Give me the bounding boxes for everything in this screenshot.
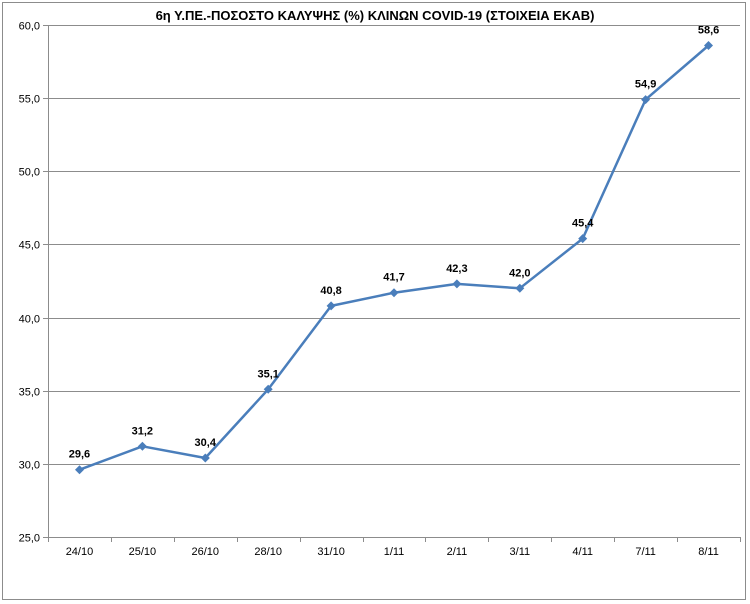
data-label: 54,9 xyxy=(635,79,656,91)
x-tick-label: 2/11 xyxy=(447,546,468,558)
data-label: 41,7 xyxy=(383,272,404,284)
data-point-marker xyxy=(578,234,588,244)
y-tick-label: 45,0 xyxy=(19,240,40,252)
data-markers xyxy=(75,41,713,475)
y-tick-labels: 25,0 30,0 35,0 40,0 45,0 50,0 55,0 60,0 xyxy=(19,21,40,545)
series-line xyxy=(79,44,710,471)
y-tick-label: 30,0 xyxy=(19,460,40,472)
data-label: 40,8 xyxy=(320,285,341,297)
data-label: 45,4 xyxy=(572,218,594,230)
data-labels: 29,6 31,2 30,4 35,1 40,8 41,7 42,3 42,0 45,4 54,9… xyxy=(69,24,720,460)
data-label: 29,6 xyxy=(69,449,90,461)
data-point-marker xyxy=(200,453,210,463)
y-tick-label: 55,0 xyxy=(19,94,40,106)
data-point-marker xyxy=(452,279,462,289)
y-tick-label: 35,0 xyxy=(19,387,40,399)
data-label: 30,4 xyxy=(195,437,217,449)
x-tick-label: 24/10 xyxy=(66,546,94,558)
x-tick-label: 3/11 xyxy=(510,546,531,558)
y-tick-label: 50,0 xyxy=(19,167,40,179)
data-point-marker xyxy=(263,384,273,394)
data-label: 42,0 xyxy=(509,267,530,279)
data-label: 58,6 xyxy=(698,24,719,36)
data-point-marker xyxy=(641,95,651,105)
data-label: 42,3 xyxy=(446,263,467,275)
chart-title: 6η Υ.ΠΕ.-ΠΟΣΟΣΤΟ ΚΑΛΥΨΗΣ (%) ΚΛΙΝΩΝ COVI… xyxy=(155,8,595,23)
data-point-marker xyxy=(137,441,147,451)
x-tick-label: 4/11 xyxy=(572,546,593,558)
x-tick-label: 8/11 xyxy=(698,546,719,558)
x-tick-label: 26/10 xyxy=(192,546,220,558)
y-tick-label: 40,0 xyxy=(19,314,40,326)
x-tick-label: 28/10 xyxy=(254,546,282,558)
data-point-marker xyxy=(75,465,84,475)
x-tick-label: 7/11 xyxy=(635,546,656,558)
data-point-marker xyxy=(389,288,399,298)
data-label: 35,1 xyxy=(257,368,278,380)
axes xyxy=(43,25,741,542)
y-tick-label: 25,0 xyxy=(19,533,40,545)
x-tick-label: 1/11 xyxy=(384,546,405,558)
data-point-marker xyxy=(326,301,336,311)
data-label: 31,2 xyxy=(132,425,153,437)
x-tick-labels: 24/10 25/10 26/10 28/10 31/10 1/11 2/11 3/11 4/1… xyxy=(66,546,719,558)
data-point-marker xyxy=(515,283,525,293)
data-point-marker xyxy=(704,41,713,50)
x-tick-label: 31/10 xyxy=(317,546,345,558)
y-tick-label: 60,0 xyxy=(19,21,40,33)
series-line-group xyxy=(79,44,710,471)
x-tick-label: 25/10 xyxy=(129,546,157,558)
